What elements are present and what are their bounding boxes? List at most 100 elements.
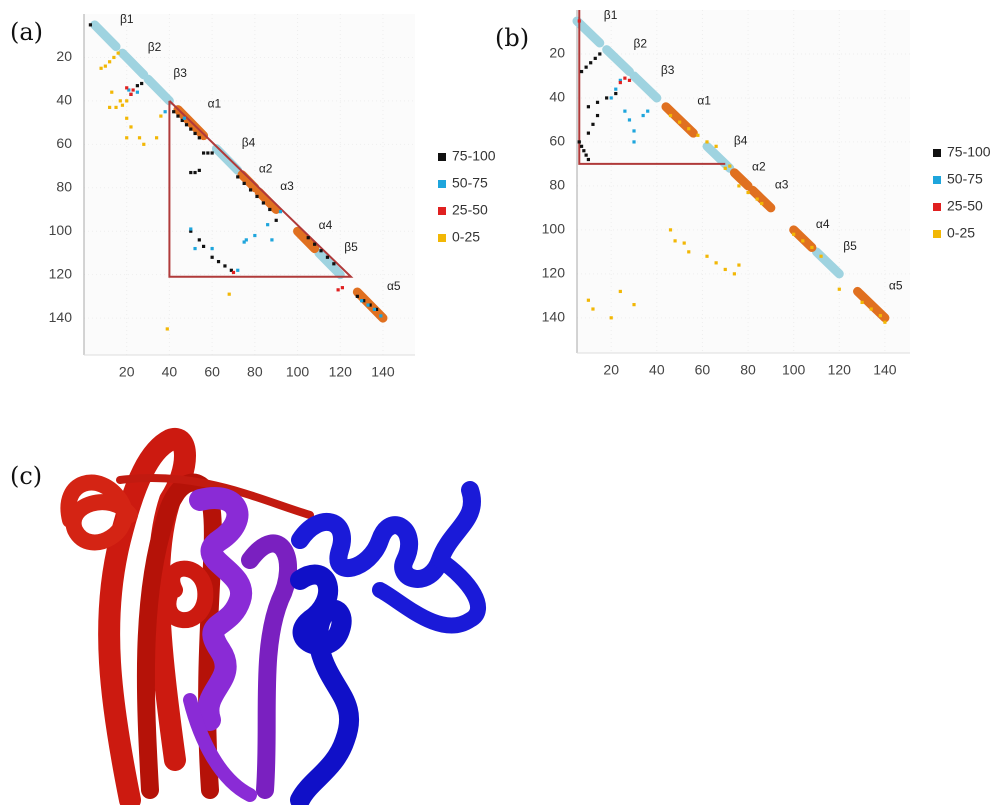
x-tick-label: 100: [286, 364, 310, 380]
contact-point: [99, 67, 102, 70]
contact-point: [883, 321, 886, 324]
structure-label: α2: [259, 162, 273, 176]
contact-point: [598, 52, 601, 55]
contact-point: [819, 255, 822, 258]
x-tick-label: 140: [371, 364, 395, 380]
contact-point: [108, 60, 111, 63]
contact-point: [373, 308, 376, 311]
contact-point: [125, 136, 128, 139]
y-tick-label: 100: [49, 222, 73, 238]
contact-point: [585, 154, 588, 157]
panel-label: (b): [495, 24, 529, 52]
structure-label: α2: [752, 160, 766, 174]
contact-point: [211, 256, 214, 259]
contact-point: [198, 238, 201, 241]
y-tick-label: 140: [49, 309, 73, 325]
legend-label: 50-75: [947, 171, 983, 187]
contact-point: [632, 129, 635, 132]
contact-point: [610, 96, 613, 99]
contact-point: [193, 132, 196, 135]
y-tick-label: 80: [56, 178, 72, 194]
structure-label: α3: [280, 179, 294, 193]
y-tick-label: 120: [49, 265, 73, 281]
contact-point: [279, 210, 282, 213]
contact-point: [879, 314, 882, 317]
contact-point: [614, 88, 617, 91]
contact-point: [861, 301, 864, 304]
contact-point: [183, 117, 186, 120]
structure-label: α1: [208, 97, 222, 111]
legend-label: 75-100: [947, 144, 991, 160]
legend-swatch: [933, 149, 941, 157]
contact-point: [266, 223, 269, 226]
contact-point: [211, 151, 214, 154]
contact-point: [211, 247, 214, 250]
contact-point: [206, 151, 209, 154]
contact-point: [756, 197, 759, 200]
contact-point: [337, 288, 340, 291]
protein-ribbon: [68, 439, 478, 800]
contact-point: [176, 114, 179, 117]
contact-point: [673, 239, 676, 242]
structure-label: β1: [120, 12, 134, 26]
contact-point: [724, 268, 727, 271]
contact-point: [687, 250, 690, 253]
structure-label: β5: [843, 239, 857, 253]
contact-point: [104, 65, 107, 68]
contact-point: [610, 316, 613, 319]
contact-point: [166, 327, 169, 330]
contact-point: [193, 247, 196, 250]
y-tick-label: 80: [549, 177, 565, 193]
contact-point: [356, 295, 359, 298]
contact-point: [125, 86, 128, 89]
contact-point: [232, 271, 235, 274]
contact-point: [270, 238, 273, 241]
x-tick-label: 20: [119, 364, 135, 380]
contact-point: [724, 167, 727, 170]
contact-point: [379, 314, 382, 317]
structure-label: α4: [319, 218, 333, 232]
contact-point: [236, 175, 239, 178]
structure-label: α1: [697, 94, 711, 108]
contact-point: [138, 136, 141, 139]
x-tick-label: 60: [695, 362, 711, 378]
structure-label: β3: [661, 63, 675, 77]
contact-point: [132, 88, 135, 91]
contact-point: [189, 171, 192, 174]
contact-point: [589, 61, 592, 64]
y-tick-label: 120: [542, 265, 566, 281]
legend-label: 0-25: [947, 225, 975, 241]
legend-swatch: [438, 207, 446, 215]
contact-point: [619, 290, 622, 293]
contact-point: [136, 91, 139, 94]
legend-label: 75-100: [452, 148, 496, 164]
contact-point: [715, 145, 718, 148]
contact-point: [202, 151, 205, 154]
contact-point: [189, 227, 192, 230]
contact-point: [341, 286, 344, 289]
contact-point: [108, 106, 111, 109]
y-tick-label: 100: [542, 221, 566, 237]
contact-point: [119, 99, 122, 102]
contact-point: [326, 256, 329, 259]
contact-point: [253, 234, 256, 237]
contact-point: [646, 110, 649, 113]
contact-point: [159, 114, 162, 117]
contact-point: [596, 101, 599, 104]
contact-point: [810, 246, 813, 249]
contact-point: [737, 184, 740, 187]
contact-point: [628, 118, 631, 121]
x-tick-label: 20: [603, 362, 619, 378]
contact-point: [275, 219, 278, 222]
contact-point: [366, 303, 369, 306]
contact-point: [172, 110, 175, 113]
legend-swatch: [933, 203, 941, 211]
contact-point: [578, 19, 581, 22]
legend-swatch: [438, 153, 446, 161]
contact-point: [313, 243, 316, 246]
legend-label: 0-25: [452, 229, 480, 245]
contact-point: [801, 239, 804, 242]
contact-point: [117, 51, 120, 54]
contact-point: [121, 104, 124, 107]
contact-point: [614, 92, 617, 95]
